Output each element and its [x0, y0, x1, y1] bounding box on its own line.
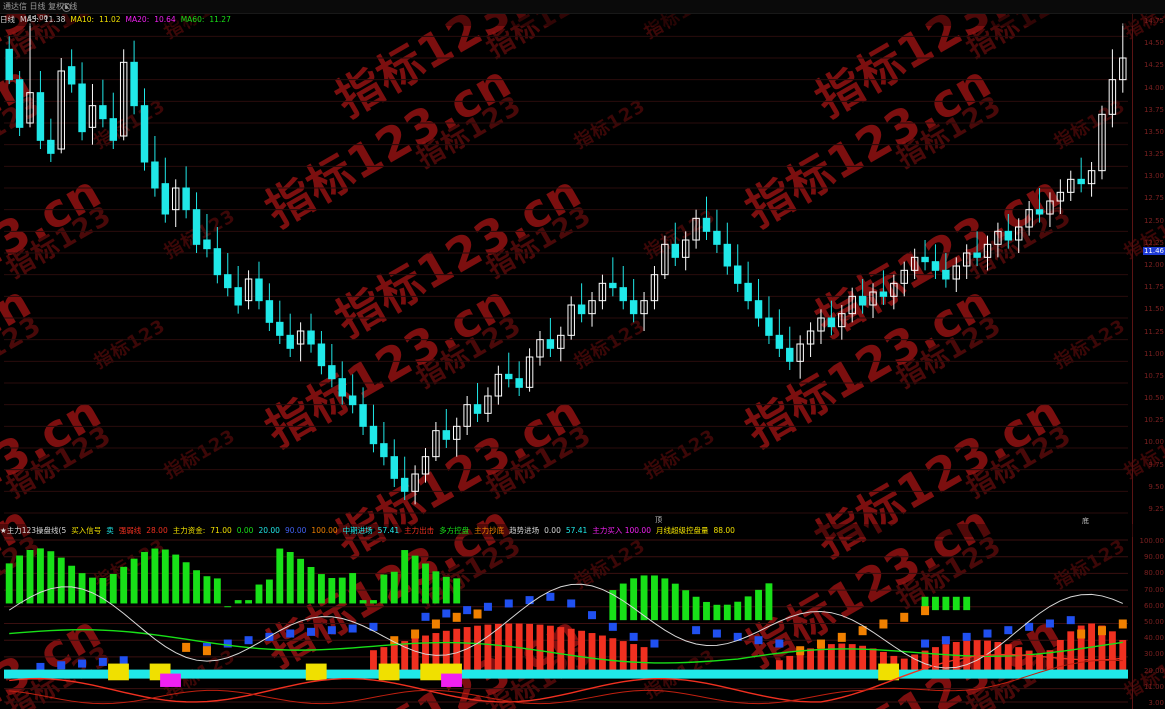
indicator-axis-label: 90.00	[1143, 553, 1164, 562]
legend-item: 主力买入 100.00	[592, 526, 651, 535]
legend-item: 28.00	[146, 526, 168, 535]
legend-item: 90.00	[284, 526, 307, 535]
peak-marker-label: 顶	[655, 516, 662, 524]
legend-item: 11.02	[99, 15, 121, 24]
legend-item: 0.00	[236, 526, 254, 535]
trough-marker-label: 底	[1082, 517, 1089, 525]
legend-item: 71.00	[210, 526, 232, 535]
price-axis-label: 11.25	[1143, 327, 1164, 336]
indicator-axis-label: 11.00	[1143, 682, 1164, 691]
indicator-axis-label: 70.00	[1143, 585, 1164, 594]
legend-item: 中期进场	[342, 526, 373, 535]
indicator-axis-label: 3.00	[1148, 699, 1164, 707]
price-axis-label: 14.50	[1143, 39, 1164, 48]
window-title: 通达信 日线 复权K线	[3, 2, 78, 11]
price-axis-label: 12.75	[1143, 194, 1164, 203]
indicator-axis-label: 80.00	[1143, 569, 1164, 578]
legend-item: 11.38	[43, 15, 66, 24]
current-price-label: 11.46	[1142, 247, 1165, 255]
price-axis-label: 13.25	[1143, 150, 1164, 159]
price-axis-label: 14.25	[1143, 61, 1164, 70]
indicator-axis-label: 60.00	[1143, 601, 1164, 610]
legend-item: 趋势进场	[509, 526, 540, 535]
legend-item: 57.41	[565, 526, 588, 535]
legend-item: 月线超级控盘量	[655, 526, 709, 535]
price-axis-label: 12.50	[1143, 216, 1164, 225]
price-axis-label: 10.75	[1143, 371, 1164, 380]
window-titlebar: 通达信 日线 复权K线	[0, 0, 1165, 14]
price-value-axis: 14.75 14.50 14.25 14.00 13.75 13.50 13.25 13.00…	[1132, 13, 1165, 709]
price-axis-label: 11.75	[1143, 283, 1164, 292]
price-axis-label: 12.00	[1143, 261, 1164, 269]
legend-item: 88.00	[713, 526, 735, 535]
legend-item: 买入信号	[71, 526, 102, 535]
price-axis-label: 10.00	[1143, 438, 1164, 447]
price-axis-label: 13.00	[1143, 172, 1164, 181]
indicator-axis-label: 20.00	[1143, 666, 1164, 675]
price-axis-label: 9.25	[1148, 505, 1164, 513]
indicator-axis-label: 100.00	[1139, 537, 1165, 545]
gear-icon[interactable]	[62, 3, 71, 12]
indicator-axis-label: 40.00	[1143, 634, 1164, 643]
legend-item: ★主力123操盘线(5	[0, 526, 67, 535]
price-axis-label: 9.50	[1148, 482, 1164, 491]
legend-item: MA20:	[125, 15, 150, 24]
legend-item: 强弱线	[118, 526, 142, 535]
legend-item: 日线	[0, 15, 15, 24]
main-candlestick-pane[interactable]	[0, 13, 1133, 521]
price-axis-label: 10.50	[1143, 394, 1164, 403]
price-axis-label: 11.50	[1143, 305, 1164, 314]
legend-item: 20.00	[258, 526, 280, 535]
price-axis-label: 9.75	[1148, 460, 1164, 469]
price-annotation: 14.00	[28, 14, 49, 22]
price-axis-label: 13.50	[1143, 127, 1164, 136]
indicator-pane[interactable]	[0, 538, 1133, 709]
indicator-axis-label: 30.00	[1143, 650, 1164, 659]
price-axis-label: 11.00	[1143, 349, 1164, 358]
legend-item: 10.64	[154, 15, 176, 24]
price-axis-label: 14.00	[1143, 83, 1164, 92]
legend-item: MA5:	[20, 15, 39, 24]
legend-item: MA10:	[70, 15, 95, 24]
price-axis-label: 12.25	[1143, 238, 1164, 247]
legend-item: 主力抄底	[474, 526, 505, 535]
indicator-axis-label: 50.00	[1143, 618, 1164, 626]
legend-item: 多方控盘	[439, 526, 470, 535]
price-axis-label: 10.25	[1143, 416, 1164, 425]
main-chart-legend: 日线 MA5: 11.38 MA10: 11.02 MA20: 10.64 MA60: 11.2…	[0, 13, 1133, 26]
legend-item: 主力出击	[404, 526, 435, 535]
price-axis-label: 13.75	[1143, 105, 1164, 114]
legend-item: 11.27	[209, 15, 231, 24]
legend-item: 100.00	[311, 526, 338, 535]
price-axis-label: 14.75	[1143, 17, 1164, 25]
legend-item: MA60:	[180, 15, 205, 24]
legend-item: 57.41	[377, 526, 400, 535]
indicator-panel-legend: ★主力123操盘线(5 买入信号卖强弱线 28.00 主力资金: 71.00 0.00 20…	[0, 524, 1133, 537]
legend-item: 卖	[106, 526, 114, 535]
legend-item: 主力资金:	[172, 526, 206, 535]
legend-item: 0.00	[544, 526, 561, 535]
